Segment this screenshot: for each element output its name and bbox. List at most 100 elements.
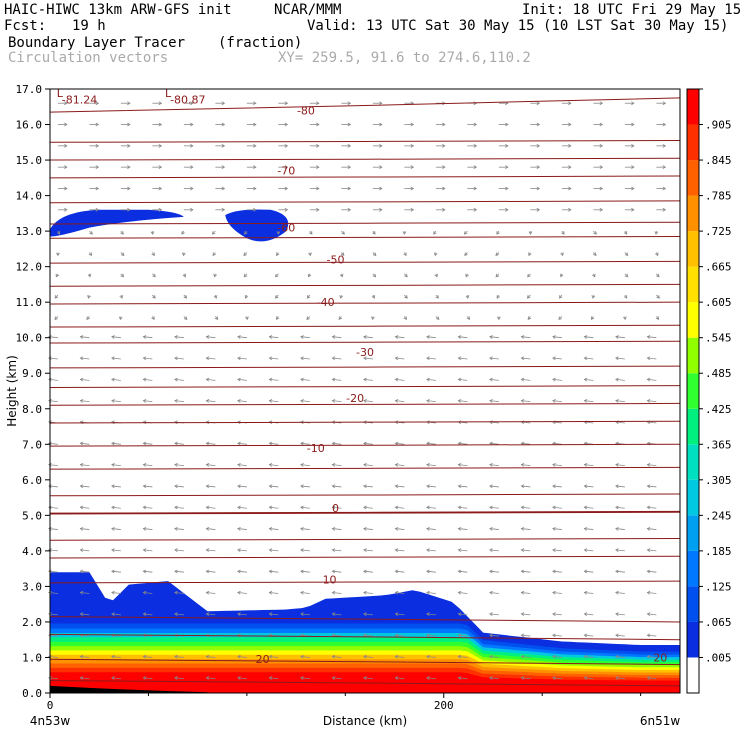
wind-vector-head bbox=[142, 654, 147, 659]
wind-vector bbox=[363, 528, 373, 530]
wind-vector-head bbox=[276, 252, 280, 257]
wind-vector bbox=[143, 549, 153, 552]
wind-vector-head bbox=[300, 548, 304, 553]
wind-vector bbox=[489, 656, 499, 658]
wind-vector-head bbox=[615, 590, 619, 595]
wind-vector-head bbox=[583, 462, 588, 467]
wind-vector bbox=[300, 400, 310, 403]
colorbar-swatch bbox=[687, 195, 699, 232]
wind-vector-head bbox=[307, 273, 312, 278]
wind-vector-head bbox=[495, 273, 500, 278]
wind-vector-head bbox=[520, 590, 525, 595]
y-tick-label: 1.0 bbox=[22, 651, 42, 664]
wind-vector bbox=[584, 336, 594, 339]
wind-vector bbox=[615, 378, 625, 381]
contour-label: 20 bbox=[256, 653, 270, 666]
wind-vector-head bbox=[127, 122, 131, 127]
wind-vector bbox=[363, 464, 373, 467]
wind-vector-head bbox=[646, 484, 651, 489]
wind-vector bbox=[206, 442, 216, 445]
wind-vector-head bbox=[300, 377, 304, 382]
wind-vector-head bbox=[237, 399, 241, 403]
wind-vector bbox=[552, 506, 562, 509]
wind-vector-head bbox=[410, 165, 415, 170]
y-tick-label: 10.0 bbox=[16, 332, 43, 345]
wind-vector-head bbox=[583, 590, 588, 595]
wind-vector-head bbox=[284, 165, 289, 170]
temperature-contour-line bbox=[49, 616, 681, 623]
wind-vector-head bbox=[363, 526, 367, 531]
wind-vector-head bbox=[558, 295, 563, 299]
wind-vector bbox=[300, 464, 310, 467]
wind-vector-head bbox=[347, 186, 352, 191]
wind-vector bbox=[143, 506, 153, 509]
wind-vector-head bbox=[646, 590, 651, 595]
temperature-contour-line bbox=[49, 97, 681, 113]
wind-vector-head bbox=[615, 356, 619, 361]
wind-vector-head bbox=[142, 612, 147, 616]
colorbar-label: .065 bbox=[705, 616, 732, 629]
colorbar-label: .845 bbox=[705, 154, 732, 167]
wind-vector-head bbox=[174, 484, 178, 489]
wind-vector-head bbox=[520, 377, 525, 382]
wind-vector-head bbox=[142, 356, 147, 361]
wind-vector bbox=[237, 506, 247, 509]
wind-vector-head bbox=[583, 654, 588, 659]
wind-vector-head bbox=[331, 505, 336, 510]
wind-vector bbox=[458, 677, 468, 680]
wind-vector bbox=[458, 442, 468, 445]
wind-vector-head bbox=[363, 612, 367, 616]
wind-vector-head bbox=[583, 526, 588, 531]
wind-vector-head bbox=[394, 654, 399, 659]
wind-vector-head bbox=[433, 231, 437, 235]
wind-vector-head bbox=[599, 165, 604, 170]
wind-vector bbox=[174, 528, 184, 530]
wind-vector-head bbox=[371, 295, 376, 299]
wind-vector-head bbox=[489, 505, 493, 510]
wind-vector-head bbox=[552, 633, 556, 638]
wind-vector-head bbox=[442, 165, 446, 170]
wind-vector bbox=[521, 442, 531, 445]
wind-vector bbox=[584, 613, 594, 616]
wind-vector-head bbox=[316, 143, 320, 148]
wind-vector-head bbox=[158, 101, 163, 106]
wind-vector-head bbox=[205, 526, 210, 531]
wind-vector bbox=[647, 357, 657, 360]
wind-vector-head bbox=[583, 612, 588, 616]
wind-vector-head bbox=[457, 356, 462, 361]
wind-vector-head bbox=[646, 462, 651, 467]
wind-vector-head bbox=[268, 441, 273, 446]
wind-vector-head bbox=[410, 186, 415, 191]
wind-vector bbox=[111, 378, 121, 381]
wind-vector bbox=[615, 528, 625, 530]
wind-vector-head bbox=[536, 122, 541, 127]
wind-vector-head bbox=[583, 569, 588, 574]
wind-vector-head bbox=[331, 654, 336, 659]
wind-vector bbox=[615, 549, 625, 552]
wind-vector-head bbox=[54, 316, 58, 320]
wind-vector-head bbox=[646, 356, 651, 361]
wind-vector-head bbox=[489, 633, 493, 638]
wind-vector-head bbox=[221, 186, 226, 191]
wind-vector bbox=[111, 506, 121, 509]
wind-vector bbox=[269, 357, 279, 360]
wind-vector-head bbox=[79, 548, 84, 553]
y-tick-label: 5.0 bbox=[22, 509, 42, 522]
wind-vector bbox=[426, 549, 436, 552]
wind-vector-head bbox=[79, 676, 84, 680]
wind-vector-head bbox=[79, 377, 84, 382]
wind-vector-head bbox=[190, 165, 194, 170]
wind-vector-head bbox=[237, 420, 241, 425]
wind-vector-head bbox=[237, 676, 241, 680]
wind-vector-head bbox=[190, 143, 194, 148]
wind-vector-head bbox=[205, 462, 210, 467]
fcst-label: Fcst: bbox=[4, 18, 47, 34]
wind-vector-head bbox=[95, 101, 100, 106]
wind-vector bbox=[584, 634, 594, 637]
wind-vector-head bbox=[505, 165, 509, 170]
contour-label: -50 bbox=[326, 254, 344, 267]
wind-vector bbox=[143, 528, 153, 530]
wind-vector-head bbox=[237, 569, 241, 574]
wind-vector bbox=[615, 634, 625, 637]
colorbar-label: .305 bbox=[705, 474, 732, 487]
